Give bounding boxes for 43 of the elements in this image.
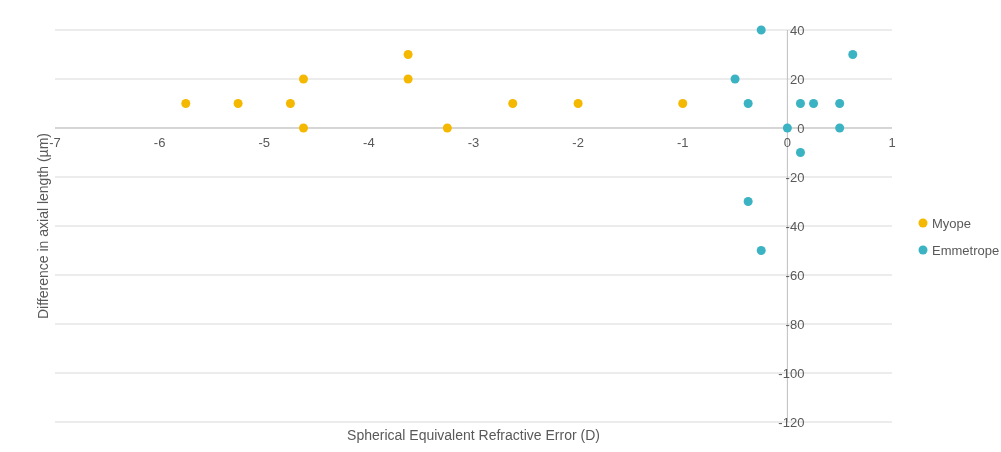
point <box>573 99 583 108</box>
point <box>756 25 766 35</box>
x-tick-label: -3 <box>467 135 480 150</box>
point <box>442 123 452 133</box>
point <box>782 123 792 133</box>
x-tick-label: 1 <box>888 135 896 150</box>
y-tick-label: -60 <box>785 268 805 283</box>
point <box>809 99 819 108</box>
y-axis-title: Difference in axial length (µm) <box>35 133 51 319</box>
point <box>835 123 845 133</box>
point <box>298 74 308 84</box>
x-tick-label: -4 <box>363 135 375 150</box>
point <box>743 197 753 206</box>
y-tick-label: -120 <box>778 415 805 430</box>
point <box>730 74 740 84</box>
x-tick-label: -6 <box>153 135 166 150</box>
x-tick-label: -2 <box>572 135 584 150</box>
y-tick-label: 0 <box>797 121 805 136</box>
y-tick-label: -20 <box>785 170 805 185</box>
point <box>848 50 858 59</box>
point <box>285 99 295 108</box>
x-tick-label: -5 <box>258 135 271 150</box>
point <box>508 99 518 108</box>
y-tick-label: 20 <box>789 72 805 87</box>
point <box>181 99 191 108</box>
point <box>795 148 805 157</box>
y-tick-label: -100 <box>778 366 805 381</box>
point <box>795 99 805 108</box>
point <box>678 99 688 108</box>
y-tick-label: 40 <box>789 23 805 38</box>
y-tick-label: -80 <box>785 317 805 332</box>
point <box>298 123 308 133</box>
point <box>403 74 413 84</box>
legend-label: Emmetrope <box>932 243 1000 258</box>
point <box>233 99 243 108</box>
point <box>403 50 413 59</box>
point <box>743 99 753 108</box>
point <box>756 246 766 255</box>
x-axis-title: Spherical Equivalent Refractive Error (D) <box>347 427 600 443</box>
point <box>835 99 845 108</box>
x-tick-label: -1 <box>676 135 689 150</box>
y-tick-label: -40 <box>785 219 805 234</box>
legend-label: Myope <box>932 216 972 231</box>
